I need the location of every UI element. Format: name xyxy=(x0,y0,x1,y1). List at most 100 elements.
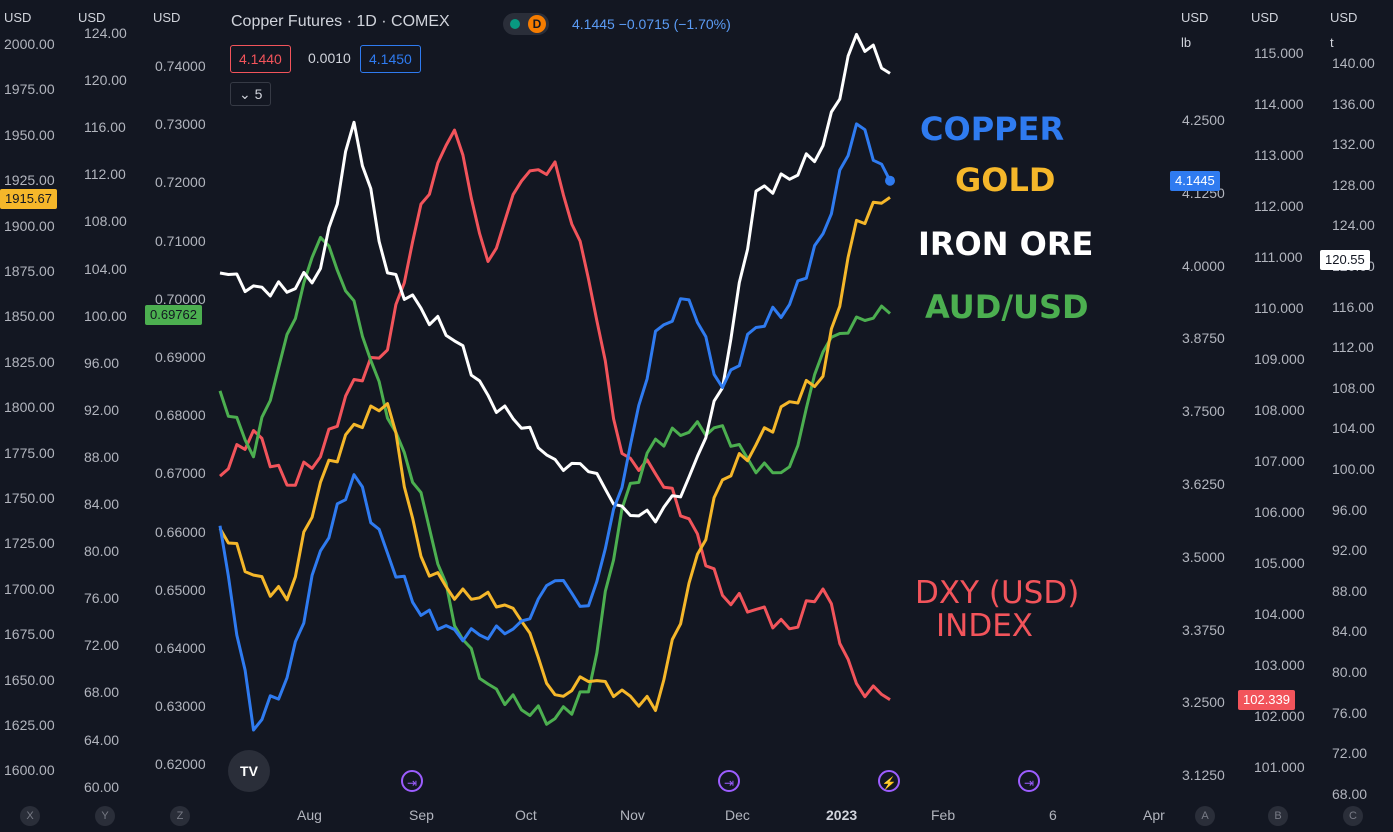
iron-ore-price-axis[interactable]: USD 124.00 120.00 116.00 112.00 108.00 104.00… xyxy=(75,0,145,800)
dxy-annotation-line2[interactable]: INDEX xyxy=(936,608,1034,644)
iron-axis-tick: 60.00 xyxy=(84,778,120,795)
iron-t-axis-tick: 96.00 xyxy=(1332,501,1368,518)
scale-b-button[interactable]: B xyxy=(1268,806,1288,826)
copper-axis-unit-lb[interactable]: lb xyxy=(1181,35,1192,50)
gold-axis-tick: 1875.00 xyxy=(4,263,55,279)
gold-axis-tick: 1600.00 xyxy=(4,762,55,779)
dxy-axis-tick: 104.000 xyxy=(1254,606,1305,622)
time-axis-label: Feb xyxy=(931,807,956,823)
copper-annotation[interactable]: COPPER xyxy=(920,110,1065,148)
dxy-axis-tick: 102.000 xyxy=(1254,708,1305,724)
iron-t-axis-tick: 116.00 xyxy=(1332,298,1374,315)
iron-ore-price-badge: 120.55 xyxy=(1320,250,1370,270)
spread-value: 0.0010 xyxy=(308,50,351,66)
aud-axis-unit[interactable]: USD xyxy=(153,10,181,25)
legend-toggle-button[interactable]: ⌄ 5 xyxy=(230,82,272,106)
iron-t-axis-tick: 132.00 xyxy=(1332,136,1375,153)
series-line-gold[interactable] xyxy=(218,196,891,712)
gold-annotation[interactable]: GOLD xyxy=(955,161,1056,199)
iron-t-axis-unit[interactable]: USD xyxy=(1330,10,1358,25)
aud-usd-axis[interactable]: USD 0.74000 0.73000 0.72000 0.71000 0.70000 0… xyxy=(150,0,220,800)
series-line-dxy-usd-index[interactable] xyxy=(219,128,891,701)
iron-axis-tick: 72.00 xyxy=(84,637,120,654)
iron-axis-tick: 64.00 xyxy=(84,731,120,748)
aud-axis-tick: 0.66000 xyxy=(155,523,206,540)
copper-price-axis[interactable]: USD lb 4.2500 4.1250 4.0000 3.8750 3.7500 3.6… xyxy=(1172,0,1244,800)
dxy-axis-tick: 105.000 xyxy=(1254,555,1305,571)
iron-axis-tick: 84.00 xyxy=(84,496,120,512)
scale-x-button[interactable]: X xyxy=(20,806,40,826)
iron-axis-tick: 124.00 xyxy=(84,25,127,41)
iron-axis-tick: 116.00 xyxy=(84,119,126,136)
aud-axis-tick: 0.68000 xyxy=(155,407,206,424)
aud-usd-annotation[interactable]: AUD/USD xyxy=(925,288,1089,326)
chevron-down-icon: ⌄ xyxy=(239,86,251,102)
market-open-dot xyxy=(510,19,520,29)
copper-axis-tick: 3.2500 xyxy=(1182,694,1225,711)
iron-t-axis-unit-t[interactable]: t xyxy=(1330,35,1334,50)
copper-axis-tick: 4.0000 xyxy=(1182,257,1225,274)
aud-axis-tick: 0.63000 xyxy=(155,698,206,715)
gold-axis-tick: 1700.00 xyxy=(4,580,55,597)
scale-c-button[interactable]: C xyxy=(1343,806,1363,826)
last-quote: 4.1445 −0.0715 (−1.70%) xyxy=(572,16,731,32)
dxy-axis-tick: 114.000 xyxy=(1254,96,1304,112)
scale-y-button[interactable]: Y xyxy=(95,806,115,826)
delayed-indicator-icon: D xyxy=(528,15,546,33)
buy-price-button[interactable]: 4.1450 xyxy=(360,45,421,73)
copper-axis-tick: 3.3750 xyxy=(1182,621,1225,638)
iron-t-axis-tick: 84.00 xyxy=(1332,623,1368,640)
time-axis-label: Apr xyxy=(1143,807,1165,823)
gold-axis-tick: 1975.00 xyxy=(4,81,55,98)
iron-t-axis-tick: 112.00 xyxy=(1332,339,1374,356)
iron-axis-tick: 108.00 xyxy=(84,213,127,230)
scale-a-button[interactable]: A xyxy=(1195,806,1215,826)
iron-axis-tick: 112.00 xyxy=(84,166,126,183)
iron-ore-annotation[interactable]: IRON ORE xyxy=(918,225,1094,263)
gold-axis-tick: 1625.00 xyxy=(4,717,55,733)
dividend-icon[interactable]: ⇥ xyxy=(401,770,423,792)
series-line-aud-usd[interactable] xyxy=(218,235,891,726)
tradingview-logo[interactable]: TV xyxy=(228,750,270,792)
dxy-annotation-line1[interactable]: DXY (USD) xyxy=(915,575,1080,611)
market-status-icon: D xyxy=(503,13,549,35)
copper-axis-unit[interactable]: USD xyxy=(1181,10,1209,25)
dxy-axis-unit[interactable]: USD xyxy=(1251,10,1279,25)
flash-icon[interactable]: ⚡ xyxy=(878,770,900,792)
dxy-axis-tick: 115.000 xyxy=(1254,45,1304,61)
gold-price-badge: 1915.67 xyxy=(0,189,57,209)
gold-axis-tick: 1800.00 xyxy=(4,399,55,416)
iron-axis-tick: 120.00 xyxy=(84,72,127,89)
iron-axis-tick: 104.00 xyxy=(84,260,127,277)
aud-axis-tick: 0.65000 xyxy=(155,581,206,598)
iron-axis-tick: 80.00 xyxy=(84,543,120,560)
dxy-axis-tick: 112.000 xyxy=(1254,198,1304,214)
gold-axis-unit[interactable]: USD xyxy=(4,10,32,25)
scale-z-button[interactable]: Z xyxy=(170,806,190,826)
dxy-axis-tick: 113.000 xyxy=(1254,147,1304,163)
dxy-price-badge: 102.339 xyxy=(1238,690,1295,710)
iron-t-axis-tick: 68.00 xyxy=(1332,785,1368,802)
gold-axis-tick: 1650.00 xyxy=(4,671,55,688)
series-line-copper[interactable] xyxy=(218,122,892,732)
iron-axis-tick: 76.00 xyxy=(84,590,120,607)
dxy-index-axis[interactable]: USD 115.000 114.000 113.000 112.000 111.000 1… xyxy=(1247,0,1319,800)
sell-price-button[interactable]: 4.1440 xyxy=(230,45,291,73)
iron-axis-tick: 88.00 xyxy=(84,448,120,465)
iron-axis-unit[interactable]: USD xyxy=(78,10,106,25)
iron-t-axis-tick: 92.00 xyxy=(1332,542,1368,559)
copper-axis-tick: 3.6250 xyxy=(1182,476,1225,492)
iron-t-axis-tick: 108.00 xyxy=(1332,379,1375,396)
gold-price-axis[interactable]: USD 2000.00 1975.00 1950.00 1925.00 1900.00 1… xyxy=(0,0,70,800)
chart-title[interactable]: Copper Futures · 1D · COMEX xyxy=(231,13,450,30)
dividend-icon[interactable]: ⇥ xyxy=(718,770,740,792)
time-axis-label: 6 xyxy=(1049,807,1057,823)
dxy-axis-tick: 108.000 xyxy=(1254,402,1305,418)
iron-ore-t-axis[interactable]: USD t 140.00 136.00 132.00 128.00 124.00 120.… xyxy=(1322,0,1393,802)
dividend-icon[interactable]: ⇥ xyxy=(1018,770,1040,792)
series-line-iron-ore[interactable] xyxy=(219,32,891,524)
gold-axis-tick: 1675.00 xyxy=(4,626,55,643)
iron-t-axis-tick: 140.00 xyxy=(1332,55,1375,71)
aud-price-badge: 0.69762 xyxy=(145,305,202,325)
